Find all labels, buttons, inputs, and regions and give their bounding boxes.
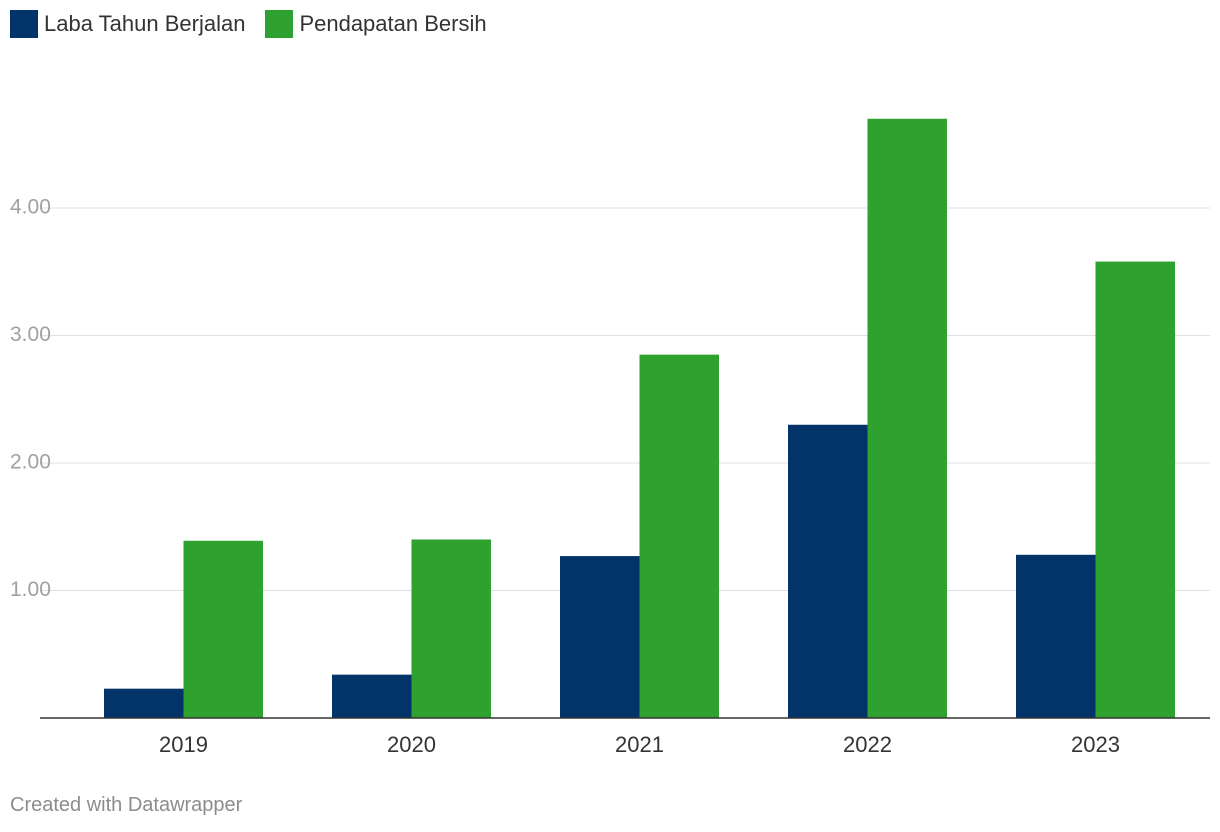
gridlines — [40, 207, 1210, 591]
y-tick-label: 1.00 — [10, 578, 51, 601]
bar-pendapatan-2022 — [867, 118, 947, 718]
bar-pendapatan-2019 — [183, 540, 263, 718]
bar-laba-2023 — [1016, 554, 1096, 718]
bar-laba-2019 — [104, 688, 184, 718]
legend-item-pendapatan: Pendapatan Bersih — [265, 10, 487, 38]
footer-credit: Created with Datawrapper — [10, 794, 243, 816]
x-tick-label: 2021 — [615, 732, 664, 757]
y-tick-label: 3.00 — [10, 323, 51, 346]
legend-label-laba: Laba Tahun Berjalan — [44, 11, 246, 36]
x-tick-label: 2023 — [1071, 732, 1120, 757]
bar-laba-2021 — [560, 556, 640, 718]
bar-pendapatan-2021 — [639, 354, 719, 718]
y-tick-label: 4.00 — [10, 196, 51, 219]
bar-laba-2022 — [788, 424, 868, 718]
bar-laba-2020 — [332, 674, 412, 718]
x-tick-label: 2020 — [387, 732, 436, 757]
legend-swatch-laba — [10, 10, 38, 38]
y-axis-ticks: 1.00 2.00 3.00 4.00 — [10, 196, 51, 602]
legend-label-pendapatan: Pendapatan Bersih — [299, 11, 487, 36]
legend: Laba Tahun Berjalan Pendapatan Bersih — [10, 10, 487, 38]
bar-pendapatan-2020 — [411, 539, 491, 718]
bar-pendapatan-2023 — [1095, 261, 1175, 718]
y-tick-label: 2.00 — [10, 451, 51, 474]
legend-item-laba: Laba Tahun Berjalan — [10, 10, 245, 38]
x-tick-label: 2019 — [159, 732, 208, 757]
x-axis-ticks: 2019 2020 2021 2022 2023 — [159, 732, 1120, 757]
legend-swatch-pendapatan — [265, 10, 294, 38]
x-tick-label: 2022 — [843, 732, 892, 757]
bars — [104, 118, 1175, 718]
